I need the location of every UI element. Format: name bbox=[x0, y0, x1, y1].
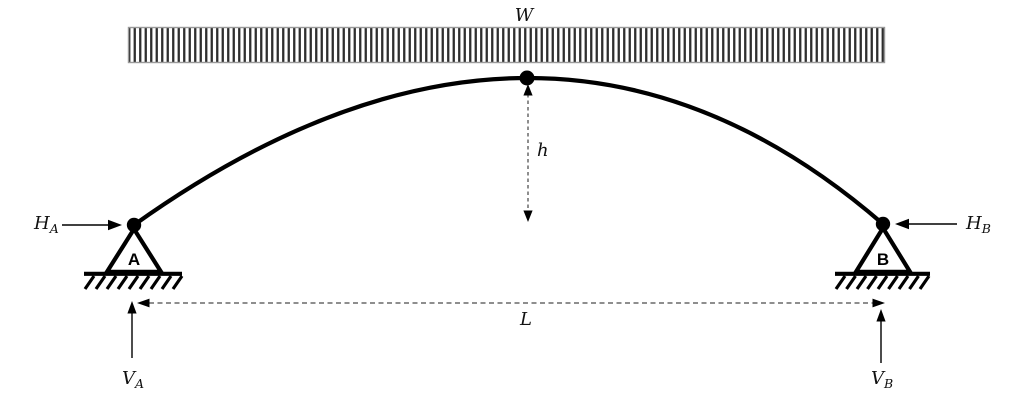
distributed-load-band bbox=[127, 26, 886, 64]
reaction-ha-subscript: A bbox=[49, 221, 59, 236]
reaction-hb: HB bbox=[895, 213, 991, 236]
reaction-va-label: VA bbox=[122, 368, 144, 391]
support-b: B bbox=[834, 216, 931, 290]
reaction-va-symbol: V bbox=[122, 368, 137, 389]
reaction-ha-arrowhead-icon bbox=[108, 219, 122, 231]
reaction-hb-arrowhead-icon bbox=[895, 218, 909, 230]
reaction-hb-symbol: H bbox=[965, 213, 982, 234]
rise-arrow-up-icon bbox=[523, 84, 533, 96]
reaction-vb-label: VB bbox=[871, 368, 893, 391]
support-a-ground-hatch bbox=[83, 275, 184, 290]
reaction-vb: VB bbox=[871, 309, 893, 391]
reaction-va-arrowhead-icon bbox=[127, 301, 137, 314]
reaction-vb-symbol: V bbox=[871, 368, 886, 389]
support-a-pin bbox=[126, 217, 142, 233]
reaction-vb-arrowhead-icon bbox=[876, 309, 886, 322]
reaction-ha: HA bbox=[33, 213, 122, 236]
span-arrow-left-icon bbox=[137, 298, 150, 308]
reaction-va: VA bbox=[122, 301, 144, 391]
span-label: L bbox=[519, 309, 532, 330]
rise-label: h bbox=[537, 140, 549, 161]
span-dimension bbox=[137, 298, 885, 308]
reaction-ha-symbol: H bbox=[33, 213, 50, 234]
support-a: A bbox=[83, 217, 184, 290]
support-b-ground-hatch bbox=[834, 275, 931, 290]
reaction-hb-label: HB bbox=[965, 213, 991, 236]
reaction-hb-subscript: B bbox=[981, 221, 991, 236]
span-arrow-right-icon bbox=[872, 298, 885, 308]
reaction-ha-label: HA bbox=[33, 213, 59, 236]
support-a-label: A bbox=[128, 250, 140, 269]
support-b-pin bbox=[875, 216, 891, 232]
rise-dimension bbox=[523, 84, 533, 222]
reaction-va-subscript: A bbox=[134, 376, 144, 391]
rise-arrow-down-icon bbox=[523, 210, 533, 222]
distributed-load bbox=[127, 26, 886, 64]
arch-curve bbox=[131, 75, 886, 228]
support-b-label: B bbox=[877, 250, 889, 269]
reaction-vb-subscript: B bbox=[883, 376, 893, 391]
load-label: W bbox=[515, 5, 535, 26]
crown-hinge bbox=[519, 70, 535, 86]
